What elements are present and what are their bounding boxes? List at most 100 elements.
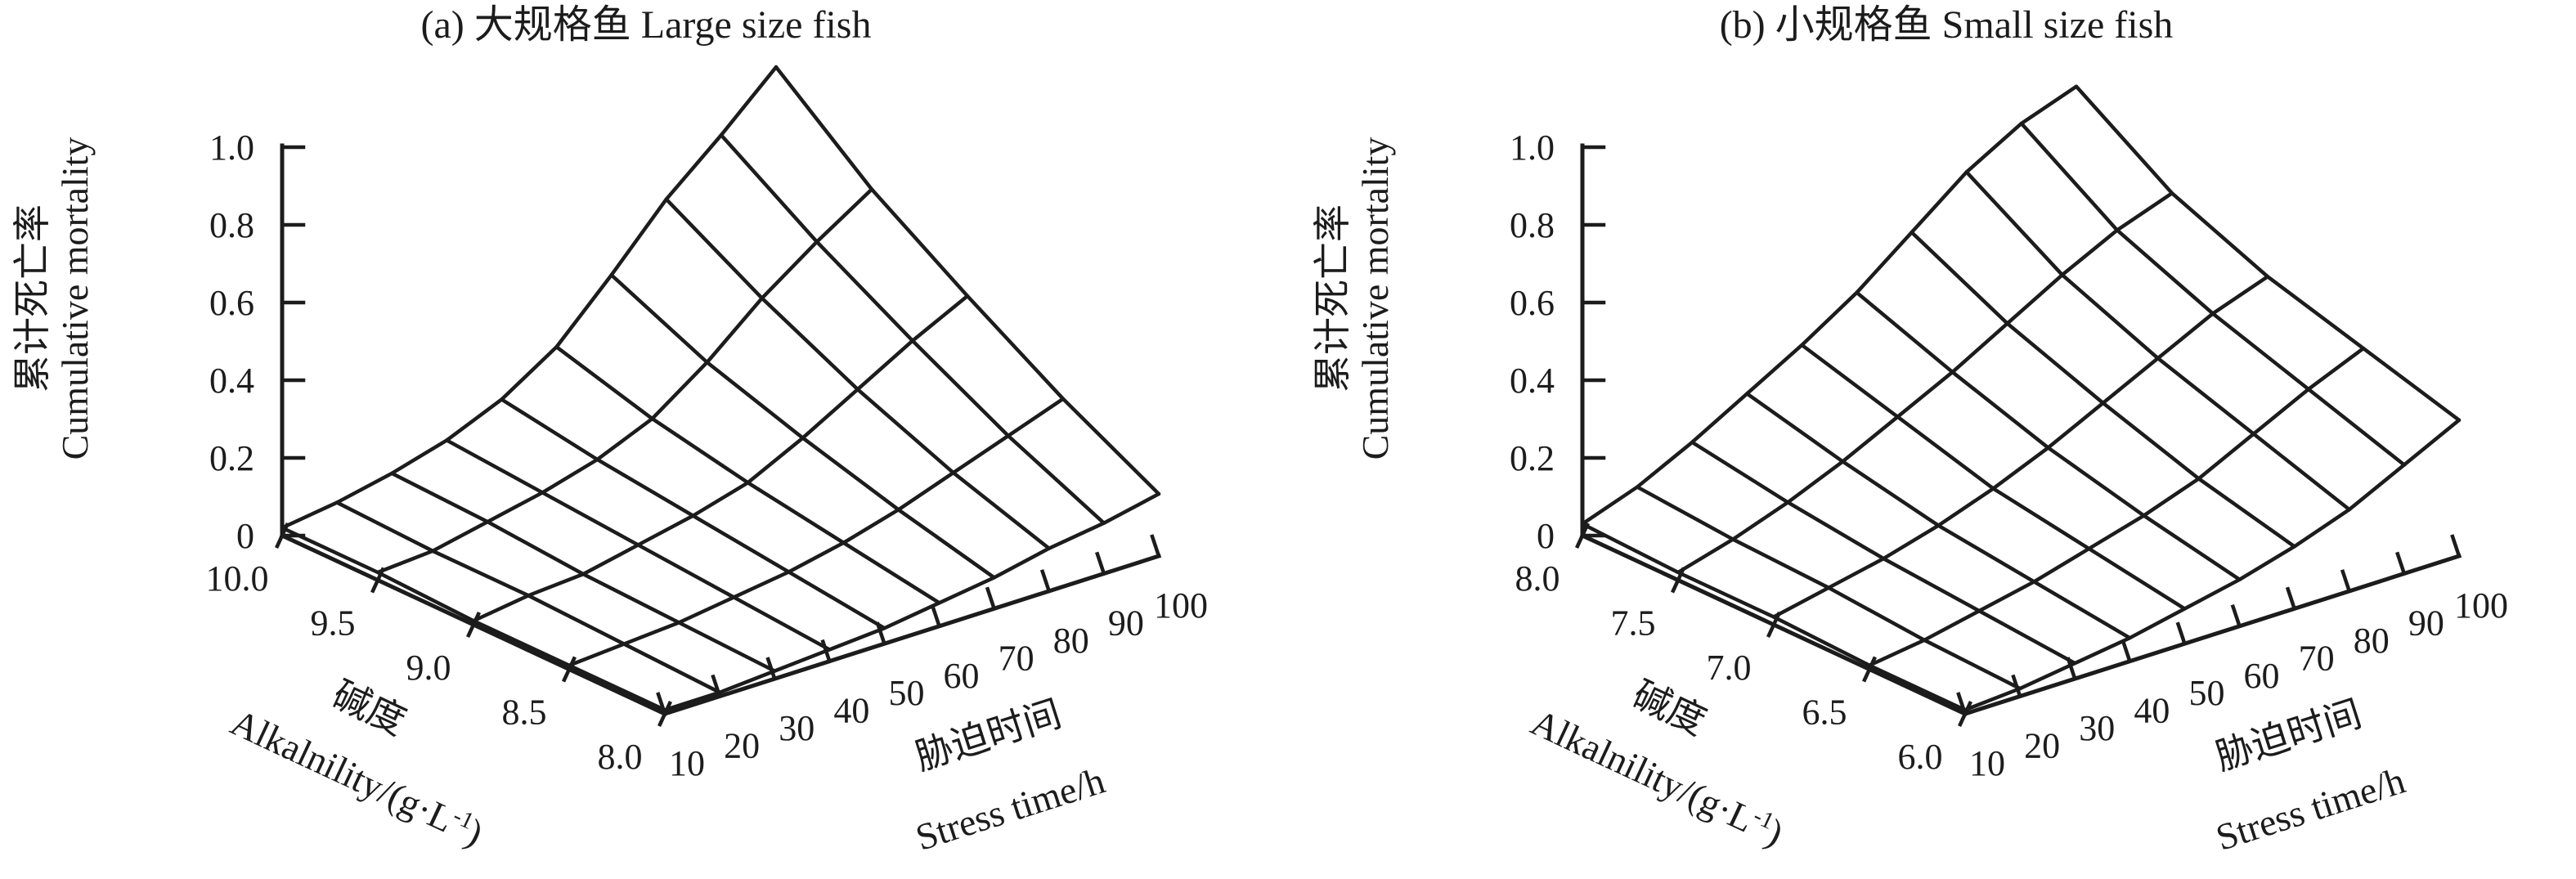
time-tick bbox=[875, 621, 887, 647]
time-tick bbox=[2450, 534, 2462, 558]
mesh-line-time-90 bbox=[2019, 121, 2407, 467]
alkalinity-tick-label: 7.5 bbox=[1611, 603, 1656, 644]
alkalinity-tick-label: 6.5 bbox=[1802, 693, 1847, 733]
time-tick-label: 10 bbox=[1969, 743, 2005, 783]
time-tick bbox=[930, 603, 942, 629]
time-tick-label: 60 bbox=[944, 656, 980, 696]
alkalinity-tick-label: 6.0 bbox=[1898, 737, 1943, 777]
mesh-line-time-10 bbox=[1580, 522, 1968, 712]
mesh-line-time-50 bbox=[500, 397, 886, 630]
alkalinity-tick-label: 8.0 bbox=[598, 737, 643, 777]
time-tick-label: 30 bbox=[779, 708, 815, 748]
mesh-line-time-80 bbox=[664, 197, 1052, 550]
mortality-tick-label: 0.6 bbox=[209, 283, 254, 323]
mesh-line-alkalinity-6.5 bbox=[1867, 346, 2366, 667]
mesh-line-time-100 bbox=[2074, 84, 2462, 423]
mortality-tick-label: 0.8 bbox=[1510, 205, 1555, 245]
mesh-line-time-40 bbox=[1745, 392, 2132, 640]
mesh-line-alkalinity-8.0 bbox=[662, 491, 1161, 712]
time-tick-label: 90 bbox=[2408, 603, 2444, 643]
surface-plot-a: 0 0.2 0.4 0.6 0.8 1.0 累计死亡率 Cumulative mortalit… bbox=[11, 3, 1208, 859]
time-tick bbox=[2120, 639, 2133, 664]
mortality-surface-mesh-b bbox=[1580, 84, 2462, 712]
mesh-line-alkalinity-7.5 bbox=[1676, 191, 2174, 575]
alkalinity-tick-label: 9.0 bbox=[406, 648, 451, 688]
time-tick bbox=[2230, 603, 2242, 629]
time-tick-label: 100 bbox=[1154, 585, 1208, 626]
alkalinity-tick-label: 8.0 bbox=[1515, 558, 1560, 599]
mesh-line-alkalinity-6.0 bbox=[1963, 418, 2462, 712]
alkalinity-tick-label: 9.5 bbox=[311, 603, 356, 644]
time-tick-label: 70 bbox=[2299, 638, 2335, 678]
mortality-tick-label: 0.6 bbox=[1510, 283, 1555, 323]
time-tick bbox=[2395, 551, 2407, 576]
time-tick-label: 50 bbox=[2188, 673, 2224, 713]
mesh-line-time-80 bbox=[1964, 170, 2352, 512]
mortality-tick-label: 0.4 bbox=[1510, 361, 1555, 401]
time-tick bbox=[2175, 621, 2188, 647]
mesh-line-time-70 bbox=[1910, 230, 2296, 549]
alkalinity-axis-title-zh: 碱度 bbox=[326, 673, 412, 742]
mortality-axis-b: 0 0.2 0.4 0.6 0.8 1.0 累计死亡率 Cumulative mortalit… bbox=[1312, 128, 1606, 556]
mesh-line-time-60 bbox=[1855, 290, 2242, 582]
time-tick-label: 50 bbox=[888, 673, 924, 713]
mortality-tick-label: 1.0 bbox=[209, 128, 254, 168]
time-tick bbox=[985, 586, 997, 612]
mortality-surface-mesh-a bbox=[280, 65, 1161, 712]
time-tick-label: 40 bbox=[2134, 691, 2170, 731]
mesh-line-alkalinity-9.0 bbox=[471, 294, 970, 623]
time-tick-label: 80 bbox=[2354, 621, 2390, 661]
time-tick-label: 30 bbox=[2079, 708, 2115, 748]
mortality-axis-title-en: Cumulative mortality bbox=[54, 137, 96, 460]
mortality-tick-label: 0 bbox=[236, 516, 254, 556]
panel-title-a: (a) 大规格鱼 Large size fish bbox=[421, 3, 872, 47]
panel-title-b: (b) 小规格鱼 Small size fish bbox=[1720, 3, 2174, 47]
alkalinity-tick bbox=[1575, 522, 1590, 549]
time-tick-label: 90 bbox=[1108, 603, 1144, 643]
mesh-line-alkalinity-8.0 bbox=[1580, 84, 2079, 526]
time-tick-label: 70 bbox=[999, 638, 1034, 678]
mortality-tick-label: 0.2 bbox=[209, 438, 254, 478]
mortality-tick-label: 1.0 bbox=[1510, 128, 1555, 168]
mesh-line-alkalinity-7.0 bbox=[1771, 275, 2270, 619]
mortality-axis-a: 0 0.2 0.4 0.6 0.8 1.0 累计死亡率 Cumulative mortalit… bbox=[11, 128, 306, 556]
time-axis-line bbox=[1962, 553, 2462, 717]
time-axis-line bbox=[662, 553, 1162, 717]
time-tick bbox=[1150, 534, 1161, 558]
mesh-line-time-70 bbox=[609, 273, 996, 580]
alkalinity-axis-title-zh: 碱度 bbox=[1627, 673, 1712, 742]
mesh-line-time-30 bbox=[1690, 440, 2077, 666]
mesh-line-time-30 bbox=[389, 471, 777, 673]
mortality-tick-label: 0.2 bbox=[1510, 438, 1555, 478]
mesh-line-time-90 bbox=[719, 132, 1106, 525]
time-tick-label: 40 bbox=[833, 691, 869, 731]
mesh-line-alkalinity-9.5 bbox=[375, 187, 874, 575]
mortality-axis-title-zh: 累计死亡率 bbox=[1312, 204, 1353, 392]
mesh-line-alkalinity-8.5 bbox=[567, 397, 1066, 667]
time-axis-title-en: Stress time/h bbox=[911, 760, 1110, 859]
mesh-line-time-20 bbox=[334, 500, 722, 695]
mesh-line-time-20 bbox=[1635, 485, 2022, 691]
time-tick-label: 60 bbox=[2244, 656, 2280, 696]
time-tick bbox=[2340, 569, 2352, 594]
alkalinity-tick-label: 10.0 bbox=[206, 558, 269, 599]
alkalinity-tick-label: 7.0 bbox=[1707, 648, 1752, 688]
time-tick-label: 100 bbox=[2454, 585, 2508, 626]
mortality-tick-label: 0 bbox=[1537, 516, 1555, 556]
mortality-tick-label: 0.8 bbox=[209, 205, 254, 245]
mesh-line-alkalinity-10.0 bbox=[280, 65, 779, 530]
time-tick bbox=[1039, 569, 1052, 594]
mortality-axis-title-en: Cumulative mortality bbox=[1354, 137, 1396, 460]
mesh-line-time-40 bbox=[445, 438, 832, 652]
surface-plot-b: 0 0.2 0.4 0.6 0.8 1.0 累计死亡率 Cumulative mortalit… bbox=[1312, 3, 2508, 859]
mesh-line-time-60 bbox=[554, 345, 941, 605]
alkalinity-tick-label: 8.5 bbox=[502, 693, 547, 733]
mortality-axis-title-zh: 累计死亡率 bbox=[11, 204, 53, 392]
time-tick bbox=[2066, 657, 2078, 681]
mortality-tick-label: 0.4 bbox=[209, 361, 254, 401]
mesh-line-time-100 bbox=[774, 65, 1161, 496]
